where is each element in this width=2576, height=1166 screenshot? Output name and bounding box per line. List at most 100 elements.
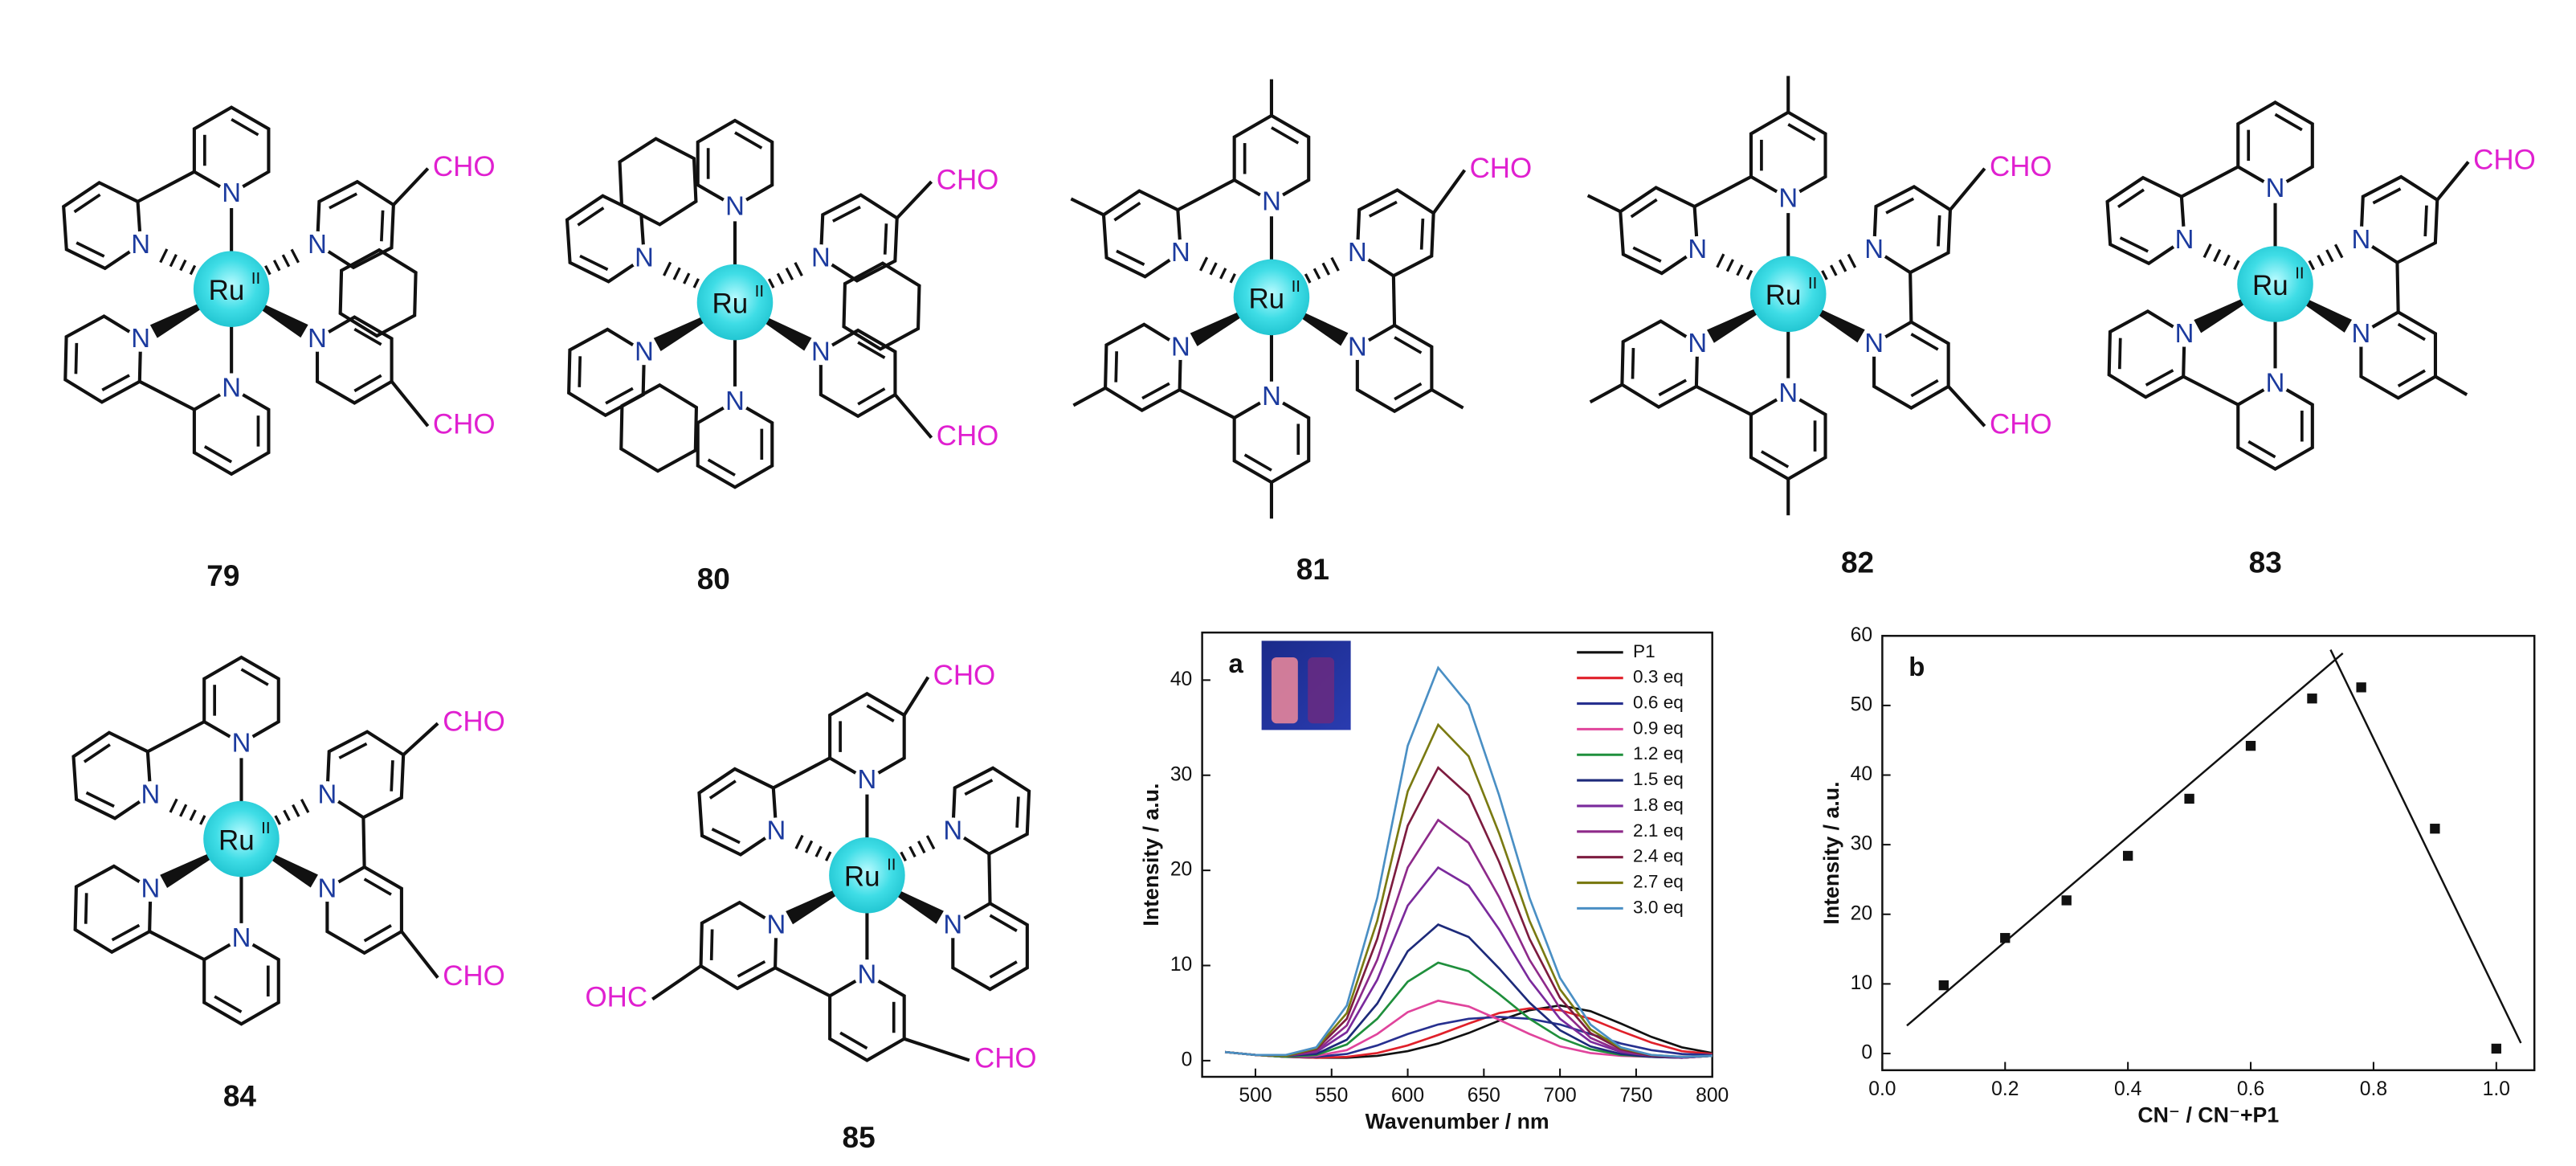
- y-tick-label: 0: [1861, 1042, 1872, 1064]
- metal-center: [1233, 259, 1310, 336]
- substituent-bond: [896, 180, 933, 219]
- atom-mask: [853, 961, 880, 988]
- atom-mask: [1167, 239, 1194, 266]
- x-tick-label: 0.6: [2237, 1078, 2264, 1100]
- double-bond: [2119, 236, 2149, 253]
- double-bond: [577, 207, 605, 227]
- atom-mask: [127, 325, 154, 352]
- x-tick-label: 0.4: [2114, 1078, 2141, 1100]
- compound: CHO OHC CHO N N N N N N Ru II 85: [585, 660, 1036, 1154]
- hashed-bond: [814, 845, 823, 857]
- data-point: [2307, 693, 2317, 704]
- pyridine-ring: [696, 399, 774, 489]
- substituent-bond: [392, 167, 430, 207]
- metal-label: Ru: [1248, 283, 1284, 314]
- bond: [2180, 165, 2239, 198]
- substituent-label: CHO: [974, 1043, 1037, 1074]
- metal-label: Ru: [712, 288, 749, 319]
- double-bond: [1631, 347, 1635, 379]
- bond: [2395, 262, 2400, 313]
- y-axis-title: Intensity / a.u.: [1819, 782, 1843, 925]
- y-tick-label: 20: [1170, 859, 1192, 881]
- double-bond: [1114, 351, 1119, 383]
- y-tick-label: 30: [1851, 833, 1872, 855]
- double-bond: [1910, 378, 1939, 398]
- metal-label: Ru: [2252, 270, 2288, 301]
- nitrogen-label: N: [1864, 234, 1884, 264]
- y-tick-label: 40: [1851, 763, 1872, 785]
- double-bond: [1141, 382, 1170, 400]
- nitrogen-label: N: [943, 910, 962, 939]
- oxidation-state: II: [251, 269, 260, 288]
- hashed-bond: [1219, 268, 1227, 280]
- metal-center: [696, 264, 774, 341]
- hashed-bond: [2202, 243, 2212, 259]
- substituent-bond: [1949, 167, 1986, 211]
- nitrogen-label: N: [943, 816, 962, 845]
- metal-label: Ru: [844, 861, 880, 893]
- double-bond: [1885, 197, 1915, 215]
- spectrum-line: [1224, 999, 1713, 1059]
- x-tick-label: 0.0: [1868, 1078, 1896, 1100]
- atom-mask: [631, 338, 658, 366]
- x-tick-label: 750: [1619, 1085, 1652, 1107]
- atom-mask: [2171, 320, 2198, 347]
- metal-center: [203, 800, 280, 878]
- nitrogen-label: N: [725, 191, 745, 221]
- metal-center: [1749, 256, 1827, 333]
- hashed-bond: [1321, 262, 1331, 276]
- x-tick-label: 550: [1315, 1085, 1348, 1107]
- nitrogen-label: N: [1171, 237, 1190, 267]
- substituent-bond: [904, 1037, 970, 1062]
- nitrogen-label: N: [1348, 331, 1367, 361]
- methyl: [2434, 374, 2468, 396]
- metal-label: Ru: [209, 275, 245, 306]
- pyridine-ring: [828, 691, 906, 782]
- atom-mask: [2262, 370, 2288, 397]
- metal-label: Ru: [218, 824, 255, 856]
- nitrogen-label: N: [222, 373, 241, 403]
- compound-label: 79: [206, 559, 239, 592]
- bond: [987, 853, 992, 904]
- x-tick-label: 800: [1696, 1085, 1729, 1107]
- double-bond: [329, 192, 358, 210]
- methyl: [1072, 386, 1107, 407]
- y-axis-title: Intensity / a.u.: [1139, 783, 1163, 927]
- fused-ring: [619, 383, 699, 473]
- nitrogen-label: N: [858, 959, 877, 988]
- double-bond: [737, 959, 766, 978]
- atom-mask: [721, 387, 749, 415]
- nitrogen-label: N: [811, 337, 831, 366]
- nitrogen-label: N: [1262, 186, 1281, 215]
- double-bond: [866, 704, 895, 723]
- y-tick-label: 40: [1170, 669, 1192, 690]
- nitrogen-label: N: [131, 229, 150, 259]
- atom-mask: [939, 817, 966, 845]
- nitrogen-label: N: [222, 178, 241, 207]
- x-tick-label: 600: [1391, 1085, 1424, 1107]
- bond: [1178, 388, 1235, 419]
- hashed-bond: [199, 815, 206, 825]
- fit-line: [1906, 652, 2344, 1027]
- atom-mask: [1860, 330, 1888, 357]
- legend-label: 1.5 eq: [1633, 769, 1684, 789]
- compound: CHO CHO N N N N N N Ru II 79: [62, 105, 495, 592]
- double-bond: [2117, 188, 2145, 209]
- double-bond: [2372, 187, 2402, 205]
- atom-mask: [218, 180, 245, 207]
- atom-mask: [2171, 226, 2198, 253]
- metal-center: [193, 251, 270, 327]
- bond: [772, 756, 831, 790]
- double-bond: [1394, 336, 1423, 354]
- data-point: [2245, 740, 2256, 751]
- double-bond: [111, 923, 141, 942]
- atom-mask: [1774, 185, 1802, 212]
- hashed-bond: [785, 267, 794, 280]
- atom-mask: [1774, 379, 1802, 407]
- chart: 500 550 600 650 700 750 800 0 10 20 30 40 Wavenumber…: [1139, 631, 1729, 1134]
- double-bond: [2423, 205, 2428, 237]
- double-bond: [1787, 123, 1816, 141]
- double-bond: [883, 223, 888, 255]
